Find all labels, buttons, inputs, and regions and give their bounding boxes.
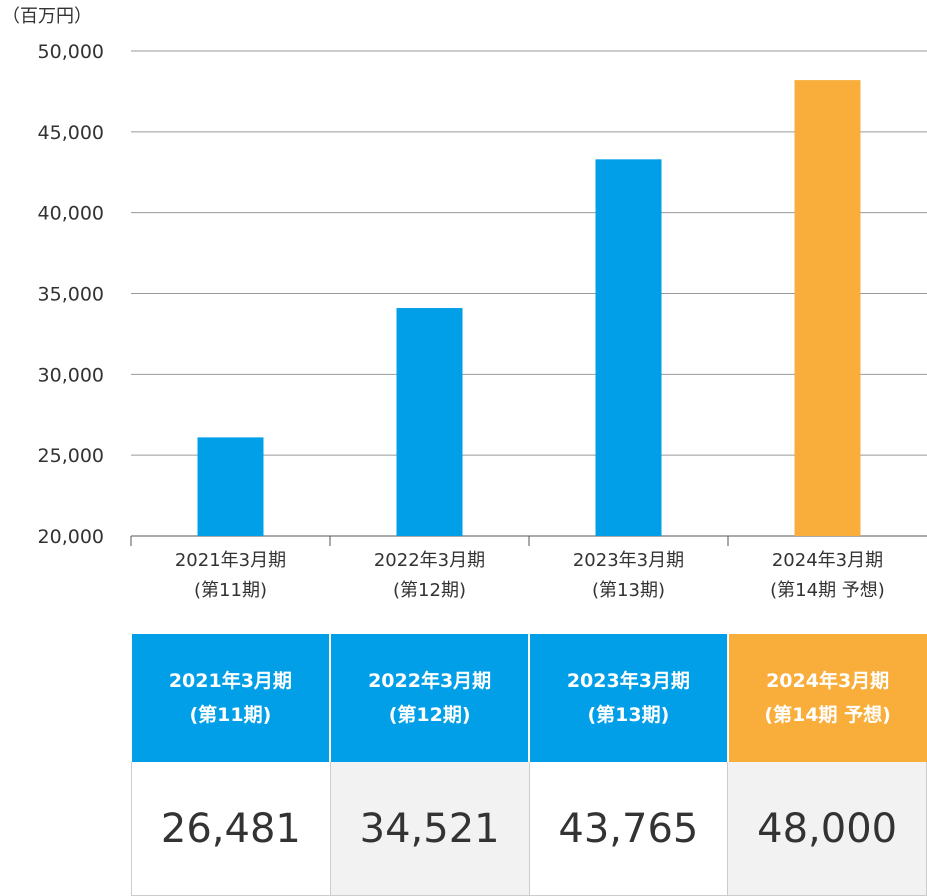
table-header-2021: 2021年3月期 (第11期) <box>131 634 332 763</box>
table-header-term: (第14期 予想) <box>764 704 891 727</box>
table-header-2024: 2024年3月期 (第14期 予想) <box>727 634 927 763</box>
y-unit-label: （百万円） <box>2 6 92 27</box>
y-tick-label: 45,000 <box>38 122 104 144</box>
x-tick-label-year: 2021年3月期 <box>175 550 286 571</box>
table-value-2021: 26,481 <box>131 762 331 896</box>
x-tick-label-year: 2022年3月期 <box>374 550 485 571</box>
y-tick-label: 30,000 <box>38 364 104 386</box>
table-header-year: 2022年3月期 <box>368 670 492 693</box>
bar <box>794 80 861 536</box>
table-header-term: (第11期) <box>189 704 272 727</box>
bar <box>396 308 463 536</box>
table-value-row: 26,481 34,521 43,765 48,000 <box>131 762 927 896</box>
y-tick-label: 40,000 <box>38 203 104 225</box>
grid-layer <box>130 50 927 546</box>
table-header-term: (第12期) <box>388 704 471 727</box>
x-tick-label-year: 2023年3月期 <box>573 550 684 571</box>
bar-chart: （百万円） 50,000 45,000 40,000 35,000 30,000 25,0… <box>2 6 927 601</box>
table-header-year: 2024年3月期 <box>766 670 890 693</box>
x-tick-label-year: 2024年3月期 <box>772 550 883 571</box>
y-tick-label: 35,000 <box>38 284 104 306</box>
table-header-2022: 2022年3月期 (第12期) <box>330 634 530 763</box>
x-tick-label-term: (第14期 予想) <box>770 580 885 601</box>
table-header-2023: 2023年3月期 (第13期) <box>529 634 729 763</box>
bar <box>197 437 264 536</box>
table-header-year: 2021年3月期 <box>168 670 292 693</box>
tick-layer: 50,000 45,000 40,000 35,000 30,000 25,000 20,0… <box>38 41 104 548</box>
x-tick-label-term: (第11期) <box>194 580 267 601</box>
y-tick-label: 20,000 <box>38 526 104 548</box>
category-label-layer: 2021年3月期 (第11期) 2022年3月期 (第12期) 2023年3月期 (第13… <box>175 550 885 601</box>
table-header-term: (第13期) <box>587 704 670 727</box>
x-tick-label-term: (第12期) <box>393 580 466 601</box>
bar <box>595 159 662 537</box>
table-value-2022: 34,521 <box>330 762 530 896</box>
x-tick-label-term: (第13期) <box>592 580 665 601</box>
y-tick-label: 25,000 <box>38 445 104 467</box>
bar-layer <box>197 80 861 537</box>
table-header-year: 2023年3月期 <box>566 670 690 693</box>
table-value-2024: 48,000 <box>727 762 927 896</box>
summary-table: 2021年3月期 (第11期) 2022年3月期 (第12期) 2023年3月期… <box>131 634 927 896</box>
y-tick-label: 50,000 <box>38 41 104 63</box>
table-header-row: 2021年3月期 (第11期) 2022年3月期 (第12期) 2023年3月期… <box>131 634 927 763</box>
table-value-2023: 43,765 <box>529 762 729 896</box>
